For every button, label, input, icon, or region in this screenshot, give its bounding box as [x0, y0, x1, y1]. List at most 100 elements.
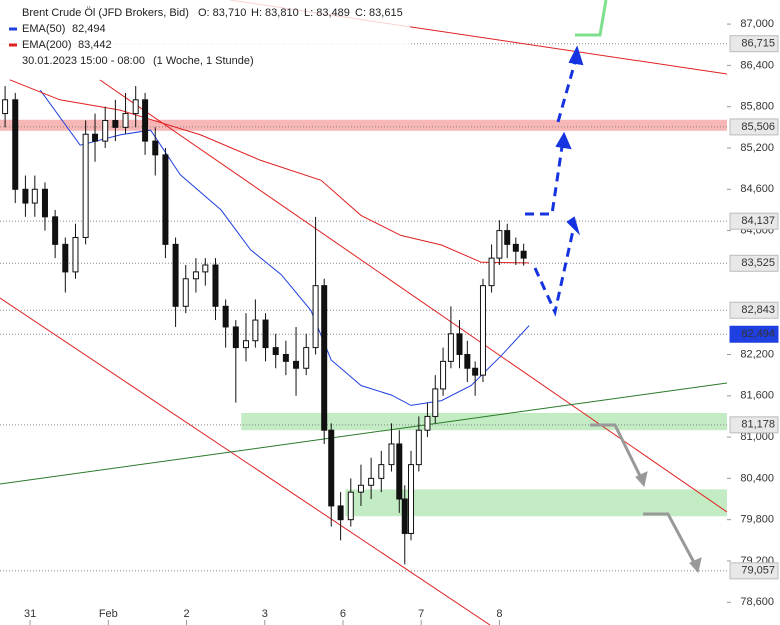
candle-body [162, 154, 169, 245]
candle-body [520, 250, 527, 259]
candle-body [388, 443, 395, 466]
candle-body [396, 443, 403, 500]
candle-body [303, 347, 310, 369]
ohlc: O: 83,710 [198, 7, 246, 19]
level-badge [729, 212, 779, 230]
projection-arrow [525, 139, 565, 216]
candle-body [293, 360, 300, 369]
candle-body [357, 484, 364, 493]
projection-arrow [556, 54, 579, 123]
plot [2, 79, 530, 565]
candle-body [347, 491, 354, 521]
candle-body [142, 99, 149, 142]
candle-body [456, 333, 463, 355]
candle-body [262, 319, 269, 349]
arrow-head [568, 45, 584, 66]
interval: (1 Woche, 1 Stunde) [153, 55, 254, 67]
ema-line [9, 79, 530, 264]
legend-value: 83,442 [78, 39, 112, 51]
y-tick-label: 81,000 [740, 431, 774, 443]
arrow-head [635, 471, 648, 488]
candle-body [479, 285, 486, 376]
ohlc: H: 83,810 [251, 7, 299, 19]
candle-body [415, 429, 422, 466]
candle-body [401, 498, 408, 534]
candle-body [408, 464, 415, 534]
candle-body [282, 353, 289, 362]
candle-body [312, 285, 319, 349]
level-badge [729, 416, 779, 434]
projection-line [575, 0, 608, 37]
y-tick-label: 85,200 [740, 142, 774, 154]
y-tick-label: 86,400 [740, 59, 774, 71]
projection-arrow [590, 423, 645, 483]
x-tick-label: 8 [496, 608, 502, 620]
y-tick-label: 82,200 [740, 348, 774, 360]
level-label: 82,843 [741, 304, 775, 316]
axis: 78,60079,20079,80080,40081,00081,60082,2… [24, 18, 779, 625]
arrow-head [555, 131, 572, 150]
candle-body [31, 188, 38, 204]
candle-body [232, 326, 239, 349]
level-label: 84,137 [741, 215, 775, 227]
x-tick-label: 31 [24, 608, 36, 620]
legend-label: EMA(200) [22, 39, 72, 51]
candle-body [496, 230, 503, 259]
candle-body [504, 230, 511, 245]
level-badge [729, 301, 779, 319]
y-tick-label: 79,800 [740, 514, 774, 526]
candle-body [92, 133, 99, 142]
candle-body [488, 257, 495, 287]
candle-body [62, 243, 69, 273]
level-label: 86,715 [741, 38, 775, 50]
y-tick-label: 85,800 [740, 101, 774, 113]
candle-body [102, 119, 109, 142]
candle-body [252, 319, 259, 342]
level-badge [729, 562, 779, 580]
candle-body [82, 133, 89, 238]
x-tick-label: 7 [418, 608, 424, 620]
ohlc: L: 83,489 [304, 7, 350, 19]
level-badge [729, 325, 779, 343]
candle-body [368, 477, 375, 486]
y-tick-label: 80,400 [740, 472, 774, 484]
level-label: 81,178 [741, 419, 775, 431]
candle-body [122, 113, 129, 128]
candle-body [337, 505, 344, 521]
candle-body [52, 216, 59, 245]
candle-body [242, 340, 249, 349]
y-tick-label: 81,600 [740, 390, 774, 402]
level-label: 85,506 [741, 121, 775, 133]
y-tick-label: 78,600 [740, 596, 774, 608]
candle-body [72, 236, 79, 273]
annotations [0, 0, 728, 625]
x-tick-label: 6 [340, 608, 346, 620]
candle-body [472, 367, 479, 376]
level-badge [729, 254, 779, 272]
candle-body [192, 271, 199, 280]
level-label: 79,057 [741, 565, 775, 577]
period: 30.01.2023 15:00 - 08:00 [22, 55, 145, 67]
candle-body [512, 243, 519, 252]
legend-value: 82,494 [72, 23, 106, 35]
x-tick-label: 2 [183, 608, 189, 620]
candle-body [328, 429, 335, 507]
y-tick-label: 87,000 [740, 18, 774, 30]
arrow-head [566, 216, 581, 236]
level-label: 83,525 [741, 257, 775, 269]
candle-body [12, 99, 19, 190]
trend-line [0, 297, 491, 625]
y-tick-label: 84,600 [740, 183, 774, 195]
level-label: 82,494 [741, 328, 775, 340]
candle-body [222, 305, 229, 328]
candle-body [447, 333, 454, 362]
candle-body [112, 119, 119, 128]
candle-body [152, 140, 159, 156]
candle-body [440, 360, 447, 390]
legend-label: EMA(50) [22, 23, 65, 35]
arrow-head [689, 557, 702, 574]
candle-body [432, 388, 439, 417]
ohlc: C: 83,615 [355, 7, 403, 19]
candle-body [378, 464, 385, 479]
